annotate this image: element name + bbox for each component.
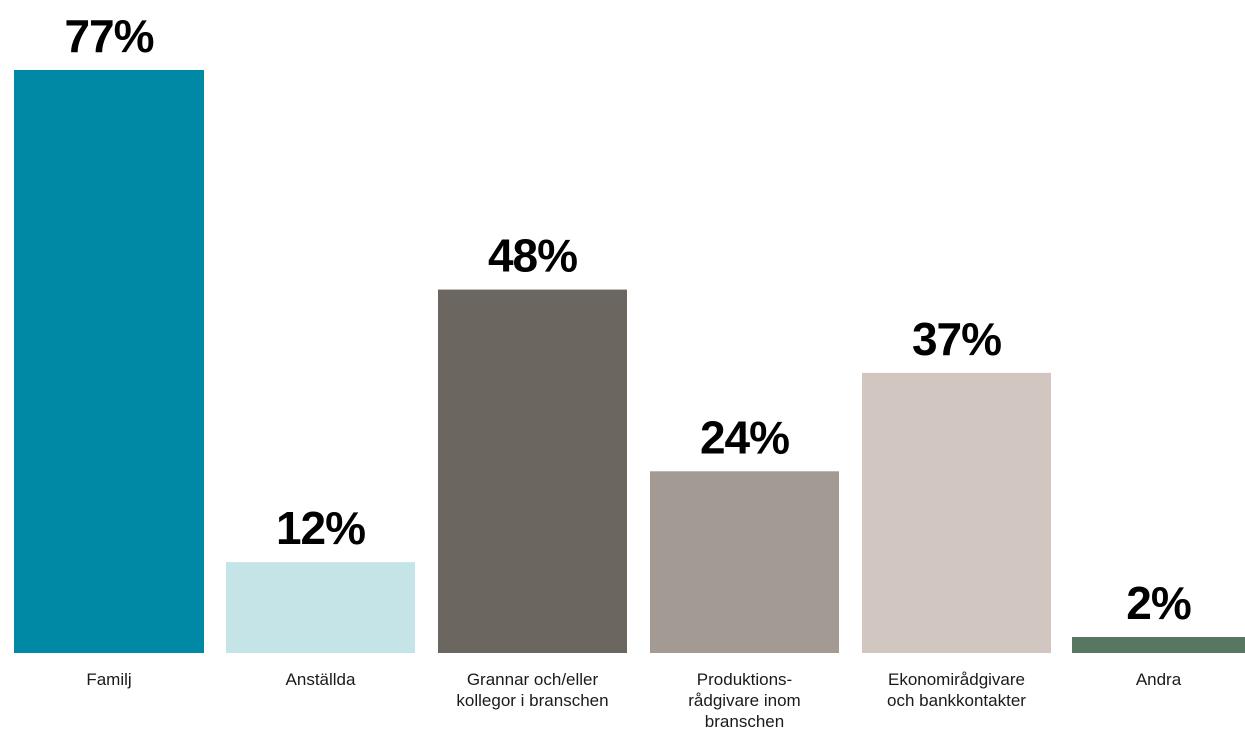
category-label-line: Grannar och/eller [467, 670, 599, 689]
bar-3 [650, 471, 839, 653]
category-label-line: Anställda [286, 670, 356, 689]
category-label-line: Produktions- [697, 670, 792, 689]
bars-group [14, 70, 1245, 653]
value-label-5: 2% [1126, 577, 1191, 629]
value-label-0: 77% [64, 10, 153, 62]
category-label-2: Grannar och/eller kollegor i branschen [456, 670, 608, 710]
bar-0 [14, 70, 204, 653]
category-label-3: Produktions-rådgivare inom branschen [688, 670, 800, 731]
category-label-line: Andra [1136, 670, 1182, 689]
category-label-line: Ekonomirådgivare [888, 670, 1025, 689]
value-label-4: 37% [912, 313, 1001, 365]
category-label-line: rådgivare inom [688, 691, 800, 710]
category-label-5: Andra [1136, 670, 1182, 689]
category-labels-group: Familj Anställda Grannar och/eller kollegor… [86, 670, 1181, 731]
category-label-line: Familj [86, 670, 131, 689]
value-label-2: 48% [488, 230, 577, 282]
bar-5 [1072, 637, 1245, 653]
bar-2 [438, 289, 627, 653]
category-label-1: Anställda [286, 670, 356, 689]
bar-1 [226, 562, 415, 653]
category-label-4: Ekonomirådgivare och bankkontakter [887, 670, 1026, 710]
category-label-0: Familj [86, 670, 131, 689]
value-label-1: 12% [276, 502, 365, 554]
category-label-line: och bankkontakter [887, 691, 1026, 710]
value-label-3: 24% [700, 411, 789, 463]
value-labels-group: 77% 12% 48% 24% 37% 2% [64, 10, 1191, 629]
bar-4 [862, 372, 1051, 653]
category-label-line: kollegor i branschen [456, 691, 608, 710]
category-label-line: branschen [705, 712, 784, 731]
